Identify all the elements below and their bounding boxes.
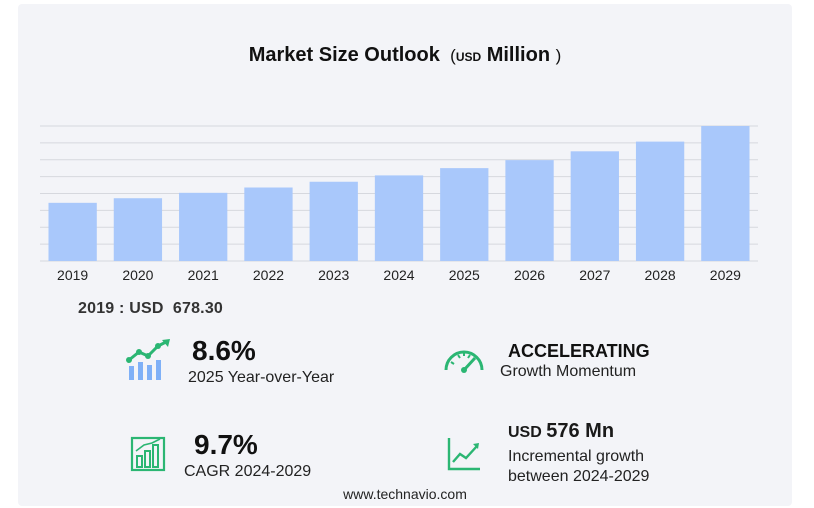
bar-2020 [113, 198, 163, 261]
base-year-label: 2019 : USD [78, 300, 164, 317]
infographic-card: Market Size Outlook (USD Million ) 2019 2… [18, 4, 792, 506]
kpi-momentum: ACCELERATING Growth Momentum [500, 340, 650, 382]
x-tick-label-2025: 2025 [449, 267, 480, 283]
kpi-yoy: 8.6% 2025 Year-over-Year [188, 335, 334, 388]
kpi-cagr-value: 9.7% [194, 429, 258, 460]
kpi-incremental-label-1: Incremental growth [508, 448, 645, 465]
bar-chart-icon [130, 436, 166, 472]
bar-2023 [309, 181, 358, 261]
kpi-momentum-label: Growth Momentum [500, 363, 637, 380]
x-tick-label-2029: 2029 [710, 267, 741, 283]
base-year-value: 2019 : USD 678.30 [78, 300, 223, 318]
chart-title: Market Size Outlook (USD Million ) [248, 44, 562, 66]
bar-2025 [440, 168, 489, 261]
x-tick-label-2023: 2023 [318, 267, 349, 283]
bar-2026 [505, 160, 554, 261]
bar-2022 [244, 187, 293, 261]
bar-2029 [701, 126, 750, 261]
x-tick-label-2021: 2021 [188, 267, 219, 283]
source-footer: www.technavio.com [343, 486, 467, 502]
bar-2024 [374, 175, 424, 261]
kpi-cagr: 9.7% CAGR 2024-2029 [184, 429, 311, 482]
kpi-momentum-value: ACCELERATING [508, 341, 650, 361]
x-tick-label-2026: 2026 [514, 267, 545, 283]
kpi-incremental-label-2: between 2024-2029 [508, 468, 650, 485]
speedometer-icon [444, 350, 484, 373]
x-tick-label-2028: 2028 [645, 267, 676, 283]
base-year-number: 678.30 [172, 300, 224, 317]
kpi-incremental: USD 576 Mn Incremental growth between 20… [508, 420, 649, 487]
x-tick-label-2024: 2024 [383, 267, 414, 283]
bar-2027 [570, 151, 619, 261]
x-tick-label-2022: 2022 [253, 267, 284, 283]
title-text: Market Size Outlook [248, 44, 440, 66]
bar-chart: 2019 2020 2021 2022 2023 2024 2025 2026 2027 2028… [40, 125, 758, 283]
x-tick-label-2019: 2019 [57, 267, 88, 283]
line-chart-icon [447, 438, 480, 471]
kpi-cagr-label: CAGR 2024-2029 [184, 463, 312, 480]
kpi-yoy-value: 8.6% [192, 335, 256, 366]
kpi-yoy-label: 2025 Year-over-Year [188, 369, 335, 386]
bar-2028 [635, 141, 685, 261]
kpi-incremental-prefix: USD [508, 424, 542, 441]
bar-2021 [179, 192, 228, 261]
growth-chart-icon [126, 339, 170, 380]
x-tick-label-2020: 2020 [122, 267, 153, 283]
kpi-incremental-value: 576 Mn [546, 420, 615, 442]
title-unit-word: Million [486, 44, 551, 66]
x-tick-label-2027: 2027 [579, 267, 610, 283]
title-unit-prefix: USD [455, 50, 482, 64]
bar-2019 [48, 202, 97, 261]
